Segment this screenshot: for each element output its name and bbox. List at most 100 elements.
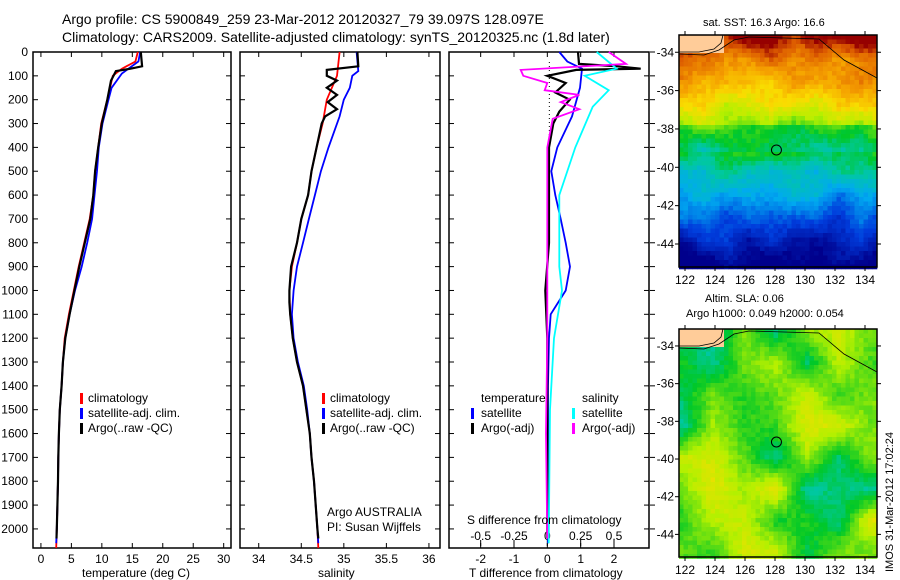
sst-cell: [751, 48, 756, 54]
sst-cell: [850, 107, 855, 112]
sst-cell: [724, 165, 729, 171]
sst-cell: [769, 197, 774, 202]
sst-cell: [782, 48, 788, 54]
sla-cell: [715, 374, 720, 379]
sst-cell: [800, 228, 806, 234]
sst-cell: [751, 111, 756, 117]
sst-cell: [728, 107, 734, 112]
sst-cell: [755, 125, 761, 130]
sla-cell: [823, 477, 828, 483]
sla-cell: [800, 432, 806, 438]
sst-cell: [773, 80, 779, 85]
sst-cell: [868, 116, 873, 121]
sst-cell: [845, 147, 851, 153]
sla-cell: [814, 410, 819, 415]
sla-cell: [719, 450, 725, 456]
sla-cell: [701, 446, 707, 451]
sst-cell: [733, 246, 738, 252]
sst-cell: [796, 62, 801, 67]
sla-cell: [710, 450, 716, 456]
sst-cell: [782, 206, 788, 211]
sla-cell: [814, 428, 819, 433]
sst-cell: [800, 197, 806, 202]
sla-cell: [823, 419, 828, 424]
sla-cell: [868, 369, 873, 375]
sst-cell: [836, 170, 842, 175]
sla-cell: [818, 414, 824, 420]
sst-cell: [737, 57, 743, 63]
sst-cell: [809, 224, 815, 229]
sla-cell: [719, 482, 725, 487]
sla-cell: [814, 509, 819, 514]
sst-map-frame: [678, 34, 878, 268]
sst-cell: [692, 170, 698, 175]
sla-cell: [697, 419, 702, 424]
sst-cell: [683, 152, 689, 157]
sla-cell: [701, 518, 707, 523]
sst-cell: [769, 111, 774, 117]
sla-cell: [710, 518, 716, 523]
sst-cell: [845, 183, 851, 189]
sst-cell: [683, 57, 689, 63]
sla-cell: [814, 468, 819, 474]
sst-cell: [791, 116, 797, 121]
sla-cell: [850, 360, 855, 366]
sla-cell: [773, 540, 779, 546]
sst-cell: [742, 62, 747, 67]
sla-cell: [823, 428, 828, 433]
sst-cell: [787, 152, 792, 157]
sla-cell: [863, 396, 869, 402]
sst-cell: [688, 233, 693, 238]
sla-cell: [728, 459, 734, 465]
sst-cell: [697, 93, 702, 99]
sst-cell: [823, 35, 828, 40]
sst-cell: [836, 233, 842, 238]
sst-cell: [809, 75, 815, 81]
sst-cell: [715, 39, 720, 45]
sla-cell: [836, 374, 842, 379]
sst-cell: [832, 98, 837, 103]
sla-cell: [872, 531, 878, 537]
sst-cell: [827, 48, 833, 54]
sla-cell: [692, 513, 698, 519]
sla-cell: [724, 342, 729, 348]
sst-cell: [796, 224, 801, 229]
sst-cell: [872, 156, 878, 162]
sst-cell: [796, 251, 801, 256]
sst-cell: [733, 197, 738, 202]
sst-cell: [845, 197, 851, 202]
sst-cell: [827, 62, 833, 67]
legend-swatch: [322, 393, 325, 404]
sla-cell: [814, 333, 819, 339]
sla-cell: [715, 459, 720, 465]
temperature-x-tick-label: 30: [217, 552, 231, 566]
sst-cell: [697, 201, 702, 207]
sst-cell: [836, 116, 842, 121]
sla-cell: [809, 522, 815, 528]
sst-cell: [692, 107, 698, 112]
sla-cell: [737, 482, 743, 487]
sla-cell: [796, 549, 801, 555]
sla-cell: [769, 396, 774, 402]
sla-cell: [832, 351, 837, 357]
sla-cell: [854, 401, 860, 406]
sst-cell: [751, 84, 756, 90]
sla-cell: [787, 414, 792, 420]
sst-cell: [845, 251, 851, 256]
sst-cell: [692, 98, 698, 103]
sst-cell: [827, 188, 833, 193]
sla-cell: [724, 536, 729, 541]
sst-cell: [760, 102, 765, 108]
sla-cell: [697, 500, 702, 505]
sst-cell: [737, 62, 743, 67]
sst-cell: [836, 102, 842, 108]
sst-cell: [805, 120, 810, 126]
sla-cell: [805, 540, 810, 546]
sla-cell: [872, 410, 878, 415]
sla-cell: [683, 545, 689, 550]
sla-cell: [782, 495, 788, 501]
sla-cell: [683, 423, 689, 429]
sst-cell: [719, 170, 725, 175]
sla-cell: [832, 441, 837, 447]
sst-cell: [728, 260, 734, 265]
